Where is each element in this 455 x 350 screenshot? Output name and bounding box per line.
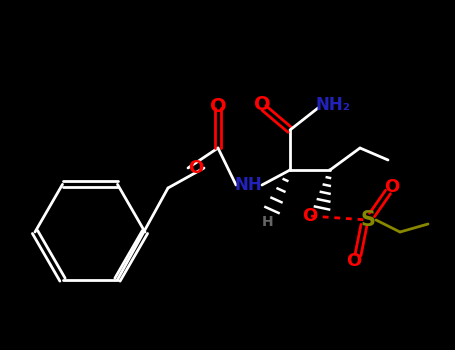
Text: NH₂: NH₂ bbox=[315, 96, 350, 114]
Text: NH: NH bbox=[234, 176, 262, 194]
Text: H: H bbox=[262, 215, 274, 229]
Text: O: O bbox=[254, 96, 270, 114]
Text: S: S bbox=[360, 210, 375, 230]
Text: O: O bbox=[188, 159, 204, 177]
Text: O: O bbox=[346, 252, 362, 270]
Text: O: O bbox=[303, 207, 318, 225]
Text: O: O bbox=[384, 178, 399, 196]
Text: O: O bbox=[210, 97, 226, 116]
